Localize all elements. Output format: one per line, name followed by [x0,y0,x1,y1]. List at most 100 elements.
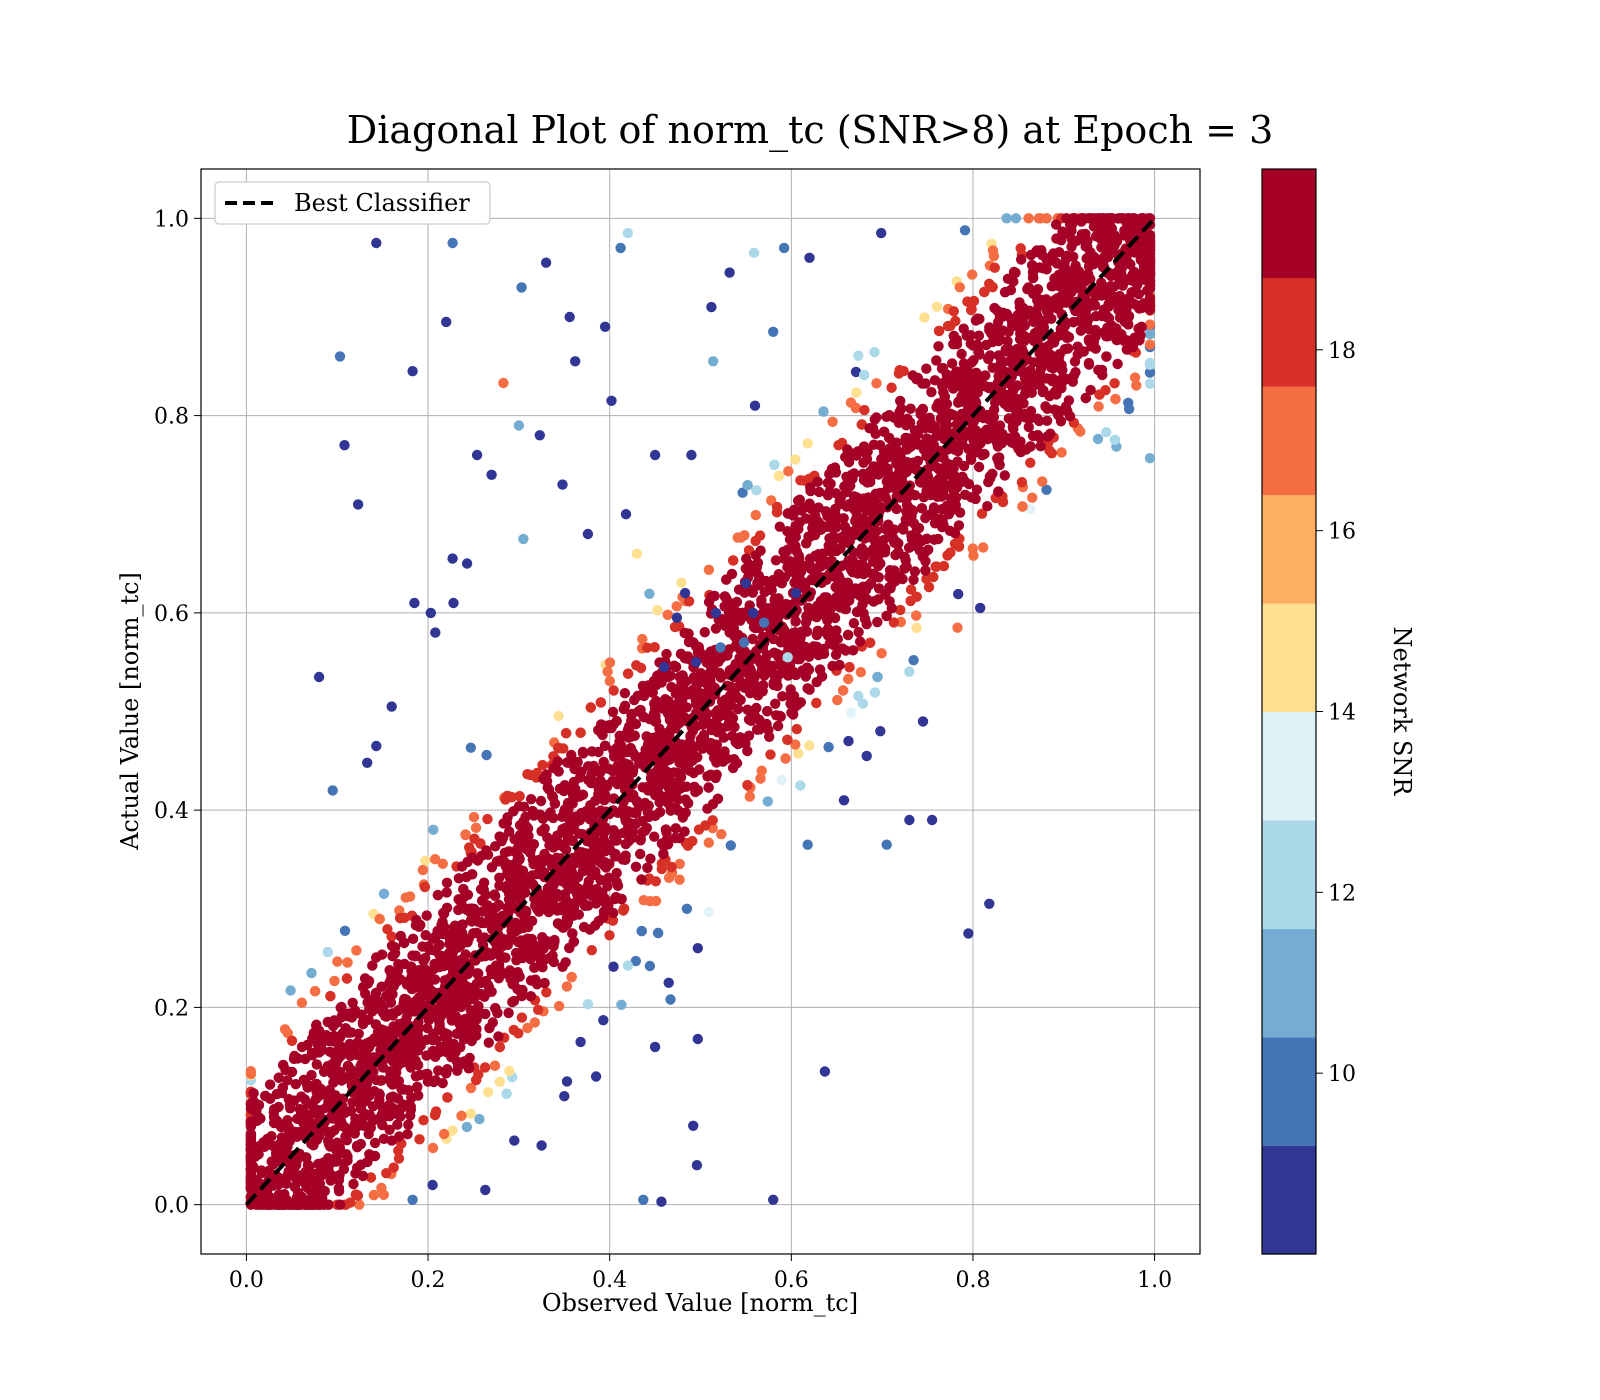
scatter-point [923,544,934,555]
scatter-point [1069,213,1080,224]
scatter-point [888,617,900,628]
scatter-point [450,1000,462,1012]
scatter-point [510,947,522,959]
scatter-point [1025,412,1037,424]
scatter-point [919,312,930,323]
scatter-point [802,683,813,694]
scatter-point [597,729,608,741]
scatter-point [1144,453,1156,464]
scatter-point [604,657,616,668]
scatter-point [637,680,649,692]
scatter-point [529,962,540,973]
scatter-point [513,936,524,948]
scatter-point [483,1037,494,1048]
scatter-point [720,694,731,705]
scatter-point [702,717,713,728]
scatter-point [437,954,449,966]
scatter-point [777,691,788,702]
scatter-point [548,941,559,952]
scatter-point [936,521,948,533]
scatter-point [1023,421,1034,433]
scatter-point [587,809,599,820]
scatter-point [441,877,453,888]
scatter-point [923,581,935,593]
scatter-point [931,355,942,366]
scatter-point [872,671,883,683]
scatter-point [843,555,854,566]
scatter-point [732,703,744,715]
scatter-point [349,1120,360,1131]
scatter-point [666,861,677,873]
scatter-point [851,387,862,398]
scatter-point [1125,247,1136,258]
scatter-point [911,374,922,385]
scatter-point [876,648,887,659]
scatter-point [1016,477,1028,488]
scatter-point [1047,373,1058,384]
scatter-point [339,925,351,936]
scatter-point [549,798,561,809]
scatter-point [564,883,576,894]
scatter-point [948,330,960,342]
scatter-point [933,325,945,337]
scatter-point [344,1038,355,1050]
scatter-point [925,417,936,428]
scatter-point [1041,213,1052,224]
scatter-point [799,580,811,591]
scatter-point [387,1010,399,1021]
scatter-point [987,362,998,373]
scatter-point [564,782,576,793]
scatter-point [570,792,581,803]
scatter-point [921,533,932,544]
scatter-point [901,420,912,431]
scatter-point [801,538,812,549]
scatter-point [754,530,766,541]
scatter-point [535,795,547,807]
scatter-point [482,849,494,860]
scatter-point [989,262,1000,273]
scatter-point [342,1060,353,1072]
scatter-point [784,557,795,568]
scatter-point [859,369,870,381]
scatter-point [1067,279,1078,291]
scatter-point [924,509,935,520]
scatter-point [535,889,546,901]
scatter-point [988,250,1000,262]
scatter-point [1023,213,1034,224]
scatter-point [367,960,378,971]
scatter-point [1033,213,1045,224]
scatter-point [586,868,597,879]
scatter-point [1144,339,1156,350]
scatter-point [514,791,525,802]
scatter-point [896,477,908,489]
scatter-point [867,423,879,434]
scatter-point [405,1101,416,1112]
scatter-point [905,403,916,414]
scatter-point [1144,359,1156,370]
scatter-point [620,854,631,865]
scatter-point [1061,213,1072,224]
scatter-point [528,939,540,951]
scatter-point [611,742,623,754]
scatter-point [1042,256,1054,267]
scatter-point [822,477,833,489]
scatter-point [428,963,439,975]
chart-title: Diagonal Plot of norm_tc (SNR>8) at Epoc… [347,108,1274,153]
scatter-point [1144,328,1156,340]
scatter-point [404,1058,416,1069]
scatter-point [593,746,604,758]
scatter-point [260,1090,271,1102]
scatter-point [842,629,854,641]
scatter-point [1062,405,1073,417]
scatter-point [954,282,965,293]
scatter-point [838,589,849,600]
scatter-point [1063,395,1075,406]
scatter-point [776,774,787,786]
scatter-point [1101,329,1113,340]
scatter-point [403,1119,414,1130]
scatter-point [430,931,441,942]
scatter-point [456,1110,467,1122]
scatter-point [858,457,869,468]
scatter-point [643,800,654,811]
